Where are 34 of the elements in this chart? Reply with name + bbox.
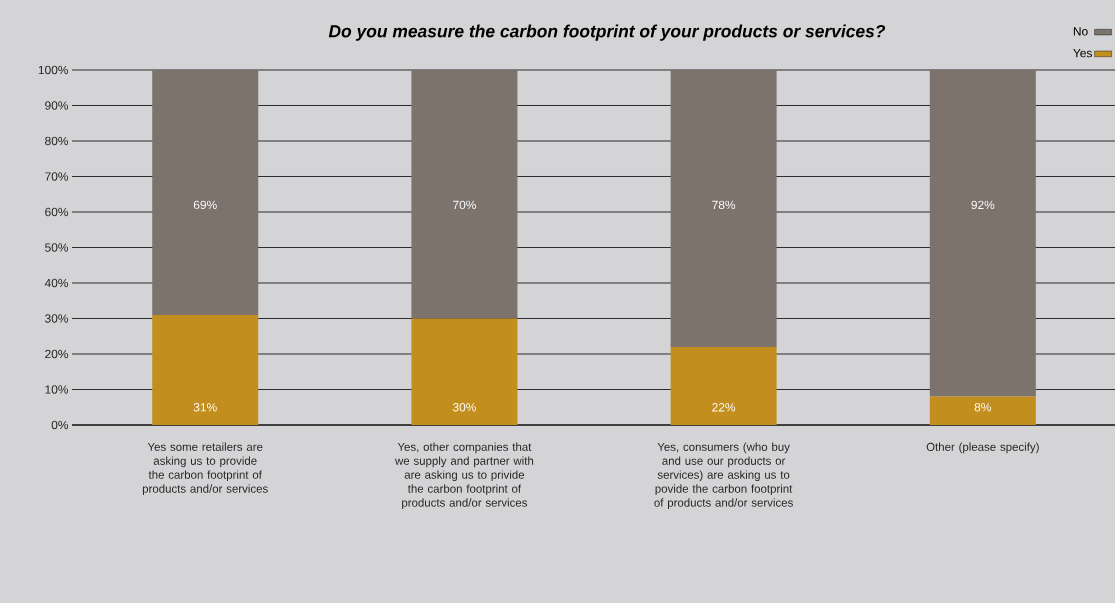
y-tick-label: 0% [51,420,69,430]
y-tick-label: 100% [38,65,69,75]
data-label: 92% [971,200,995,210]
chart-title: Do you measure the carbon footprint of your products or services? [328,24,886,41]
bar [152,314,259,425]
y-tick-label: 70% [45,172,69,181]
y-tick-label: 80% [45,136,69,146]
y-tick-label: 90% [45,101,69,110]
bar [152,70,259,315]
data-label: 31% [193,403,217,412]
y-tick-label: 30% [45,314,69,323]
y-tick-label: 40% [44,278,69,288]
data-label: 30% [452,403,476,412]
x-tick-label: Yes some retailers are asking us to provide the carbon footprint of products and/or services [142,442,268,496]
x-tick-label: Yes, other companies that we supply and partner with are asking us to privide the carbon footprint of products and/or services [394,442,534,509]
y-tick-label: 20% [45,349,69,359]
data-label: 70% [453,200,476,210]
data-label: 8% [974,403,992,412]
y-tick-label: 10% [45,385,69,394]
y-tick-label: 60% [45,207,69,217]
data-label: 69% [193,200,217,210]
legend-label: No [1073,27,1088,36]
bar [929,396,1036,425]
x-tick-label: Yes, consumers (who buy and use our products or services) are asking us to povide the carbon footprint of products and/or services [654,442,793,509]
bar [411,70,518,319]
bar [411,318,518,425]
legend-label: Yes [1073,49,1092,58]
bar [929,70,1036,397]
bar [670,346,777,425]
x-tick-label: Other (please specify) [926,442,1039,454]
data-label: 22% [712,403,736,412]
data-label: 78% [712,200,736,210]
bar [670,70,777,347]
y-tick-label: 50% [45,243,69,252]
